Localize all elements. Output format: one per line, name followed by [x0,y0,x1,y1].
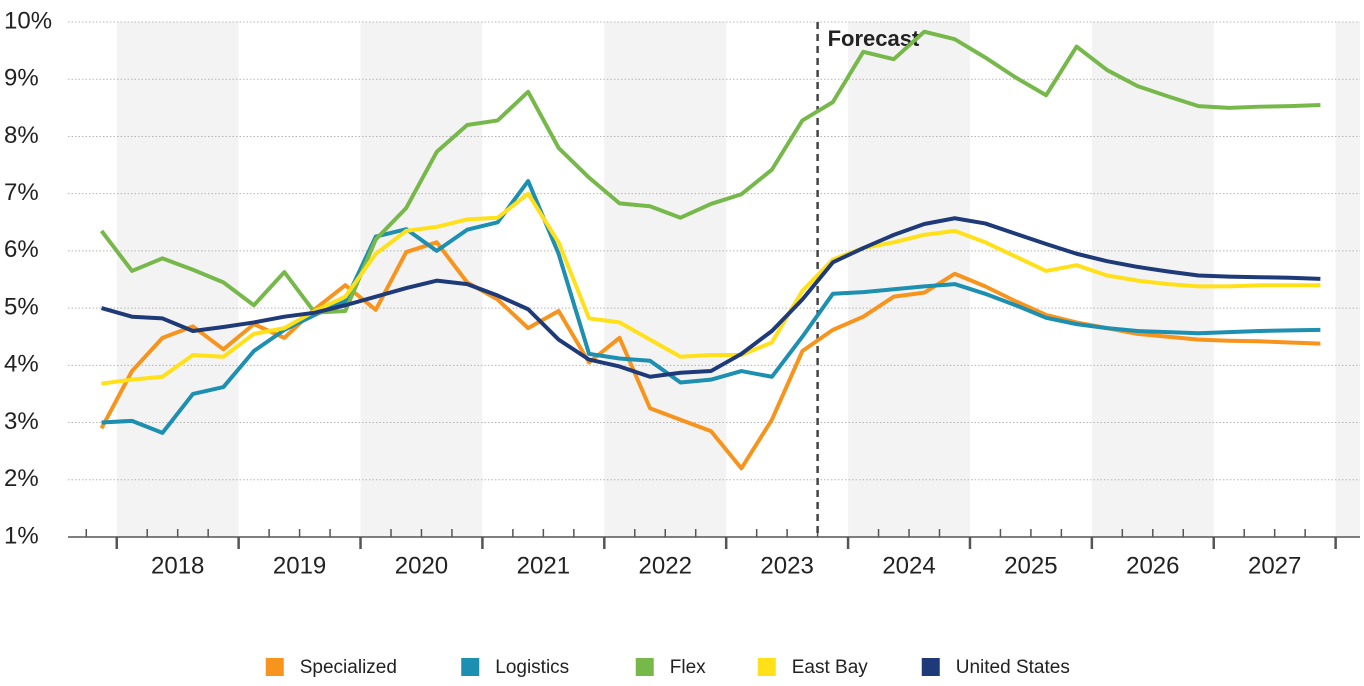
year-band [360,22,483,537]
legend-swatch [461,658,480,676]
y-tick-label: 8% [4,122,39,149]
legend-swatch [757,658,776,676]
legend-label: Flex [670,657,706,678]
year-band [1091,22,1214,537]
y-tick-label: 2% [4,465,39,492]
legend-label: United States [956,657,1070,678]
legend-swatch [635,658,654,676]
y-tick-label: 4% [4,351,39,378]
forecast-label: Forecast [828,26,920,51]
series-line [99,29,1321,315]
x-tick-label: 2023 [760,552,813,579]
y-tick-label: 5% [4,293,39,320]
series-line [101,191,1321,386]
year-band [1335,22,1360,537]
x-tick-label: 2026 [1126,552,1179,579]
y-tick-label: 1% [4,522,39,549]
legend: Specialized Logistics Flex East Bay United S… [265,657,1070,678]
y-tick-label: 7% [4,179,39,206]
x-tick-label: 2021 [517,552,570,579]
series-line [101,179,1321,435]
x-tick-label: 2019 [273,552,326,579]
year-band [848,22,970,537]
legend-label: East Bay [792,657,869,678]
x-tick-label: 2018 [151,552,204,579]
legend-label: Logistics [495,657,569,678]
legend-swatch [921,658,940,676]
y-tick-label: 3% [4,408,39,435]
x-tick-label: 2027 [1248,552,1301,579]
x-tick-label: 2020 [395,552,448,579]
y-tick-label: 10% [4,7,52,34]
legend-label: Specialized [300,657,397,678]
year-band [604,22,727,537]
x-tick-label: 2025 [1004,552,1057,579]
y-tick-label: 9% [4,65,39,92]
series-line [100,216,1321,379]
legend-swatch [265,658,284,676]
y-tick-label: 6% [4,236,39,263]
x-tick-label: 2022 [639,552,692,579]
x-tick-label: 2024 [882,552,935,579]
